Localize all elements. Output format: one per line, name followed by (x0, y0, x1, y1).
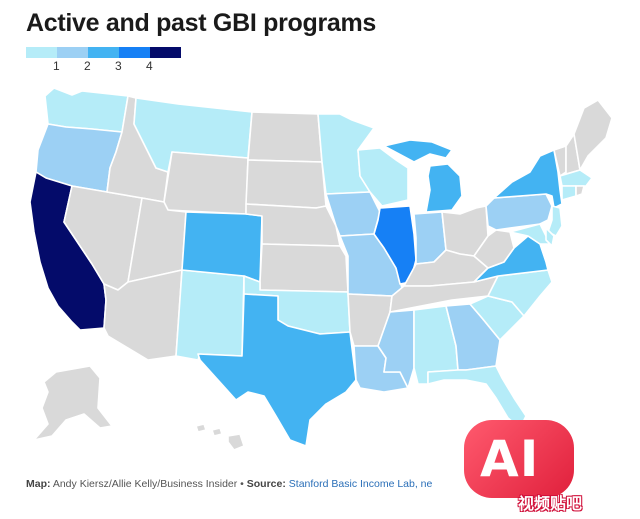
legend-swatch-1b (57, 47, 88, 58)
legend-swatch-3 (119, 47, 150, 58)
state-wyoming (163, 151, 249, 215)
source-label: Source: (246, 478, 286, 490)
watermark-badge-text: AI (480, 430, 540, 488)
legend-label-3: 3 (115, 59, 122, 73)
state-new-jersey (547, 205, 563, 237)
state-hawaii (195, 423, 245, 451)
watermark-badge: AI (464, 420, 574, 498)
state-massachusetts (559, 169, 593, 187)
credit-names: Andy Kiersz/Allie Kelly/Business Insider… (50, 478, 247, 490)
legend-color-bar (26, 47, 181, 58)
state-rhode-island (575, 185, 585, 197)
state-texas (197, 293, 357, 447)
state-illinois (373, 205, 417, 285)
source-link[interactable]: Stanford Basic Income Lab, ne (285, 478, 433, 490)
legend-label-1: 1 (53, 59, 60, 73)
state-maine (573, 99, 613, 171)
state-south-dakota (245, 159, 327, 209)
footer-credits: Map: Andy Kiersz/Allie Kelly/Business In… (26, 478, 444, 490)
legend-swatch-2 (88, 47, 119, 58)
legend-swatch-1a (26, 47, 57, 58)
legend-swatch-4 (150, 47, 181, 58)
state-north-dakota (247, 111, 323, 163)
state-florida (427, 365, 527, 429)
watermark-logo: AI 视频贴吧 (462, 420, 612, 515)
legend-label-2: 2 (84, 59, 91, 73)
legend: 1 2 3 4 (26, 47, 181, 75)
legend-labels: 1 2 3 4 (26, 59, 181, 75)
state-kansas (259, 243, 349, 293)
state-connecticut (561, 185, 577, 201)
state-wisconsin (357, 147, 409, 207)
credit-label: Map: (26, 478, 51, 490)
state-delaware (545, 227, 555, 247)
state-pennsylvania (485, 193, 553, 231)
state-west-virginia (473, 229, 515, 269)
watermark-caption: 视频贴吧 (518, 494, 583, 513)
state-alaska (33, 365, 113, 441)
state-michigan (383, 139, 463, 213)
state-colorado (181, 211, 263, 283)
legend-label-4: 4 (146, 59, 153, 73)
map-title: Active and past GBI programs (26, 9, 377, 37)
state-new-york (493, 149, 563, 209)
state-new-mexico (175, 269, 245, 361)
